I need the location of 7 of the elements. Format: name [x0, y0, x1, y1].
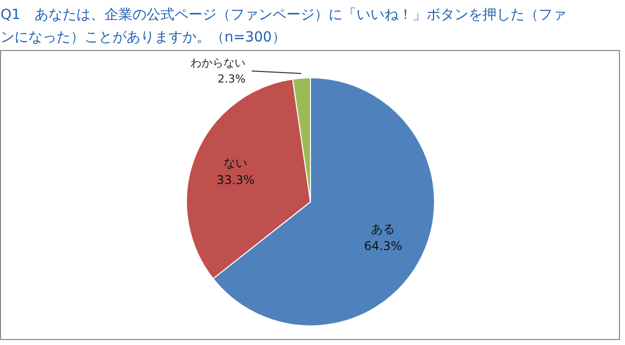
data-label: 2.3% — [218, 72, 246, 86]
data-label: 64.3% — [364, 238, 402, 253]
slice-label: ある — [371, 222, 396, 236]
slice-label: ない — [224, 156, 248, 170]
data-label: 33.3% — [216, 172, 255, 187]
slice-label: わからない — [190, 56, 246, 70]
chart-title: Q1 あなたは、企業の公式ページ（ファンページ）に「いいね！」ボタンを押した（ファンになった）ことがありますか。（n=300） — [0, 7, 566, 46]
